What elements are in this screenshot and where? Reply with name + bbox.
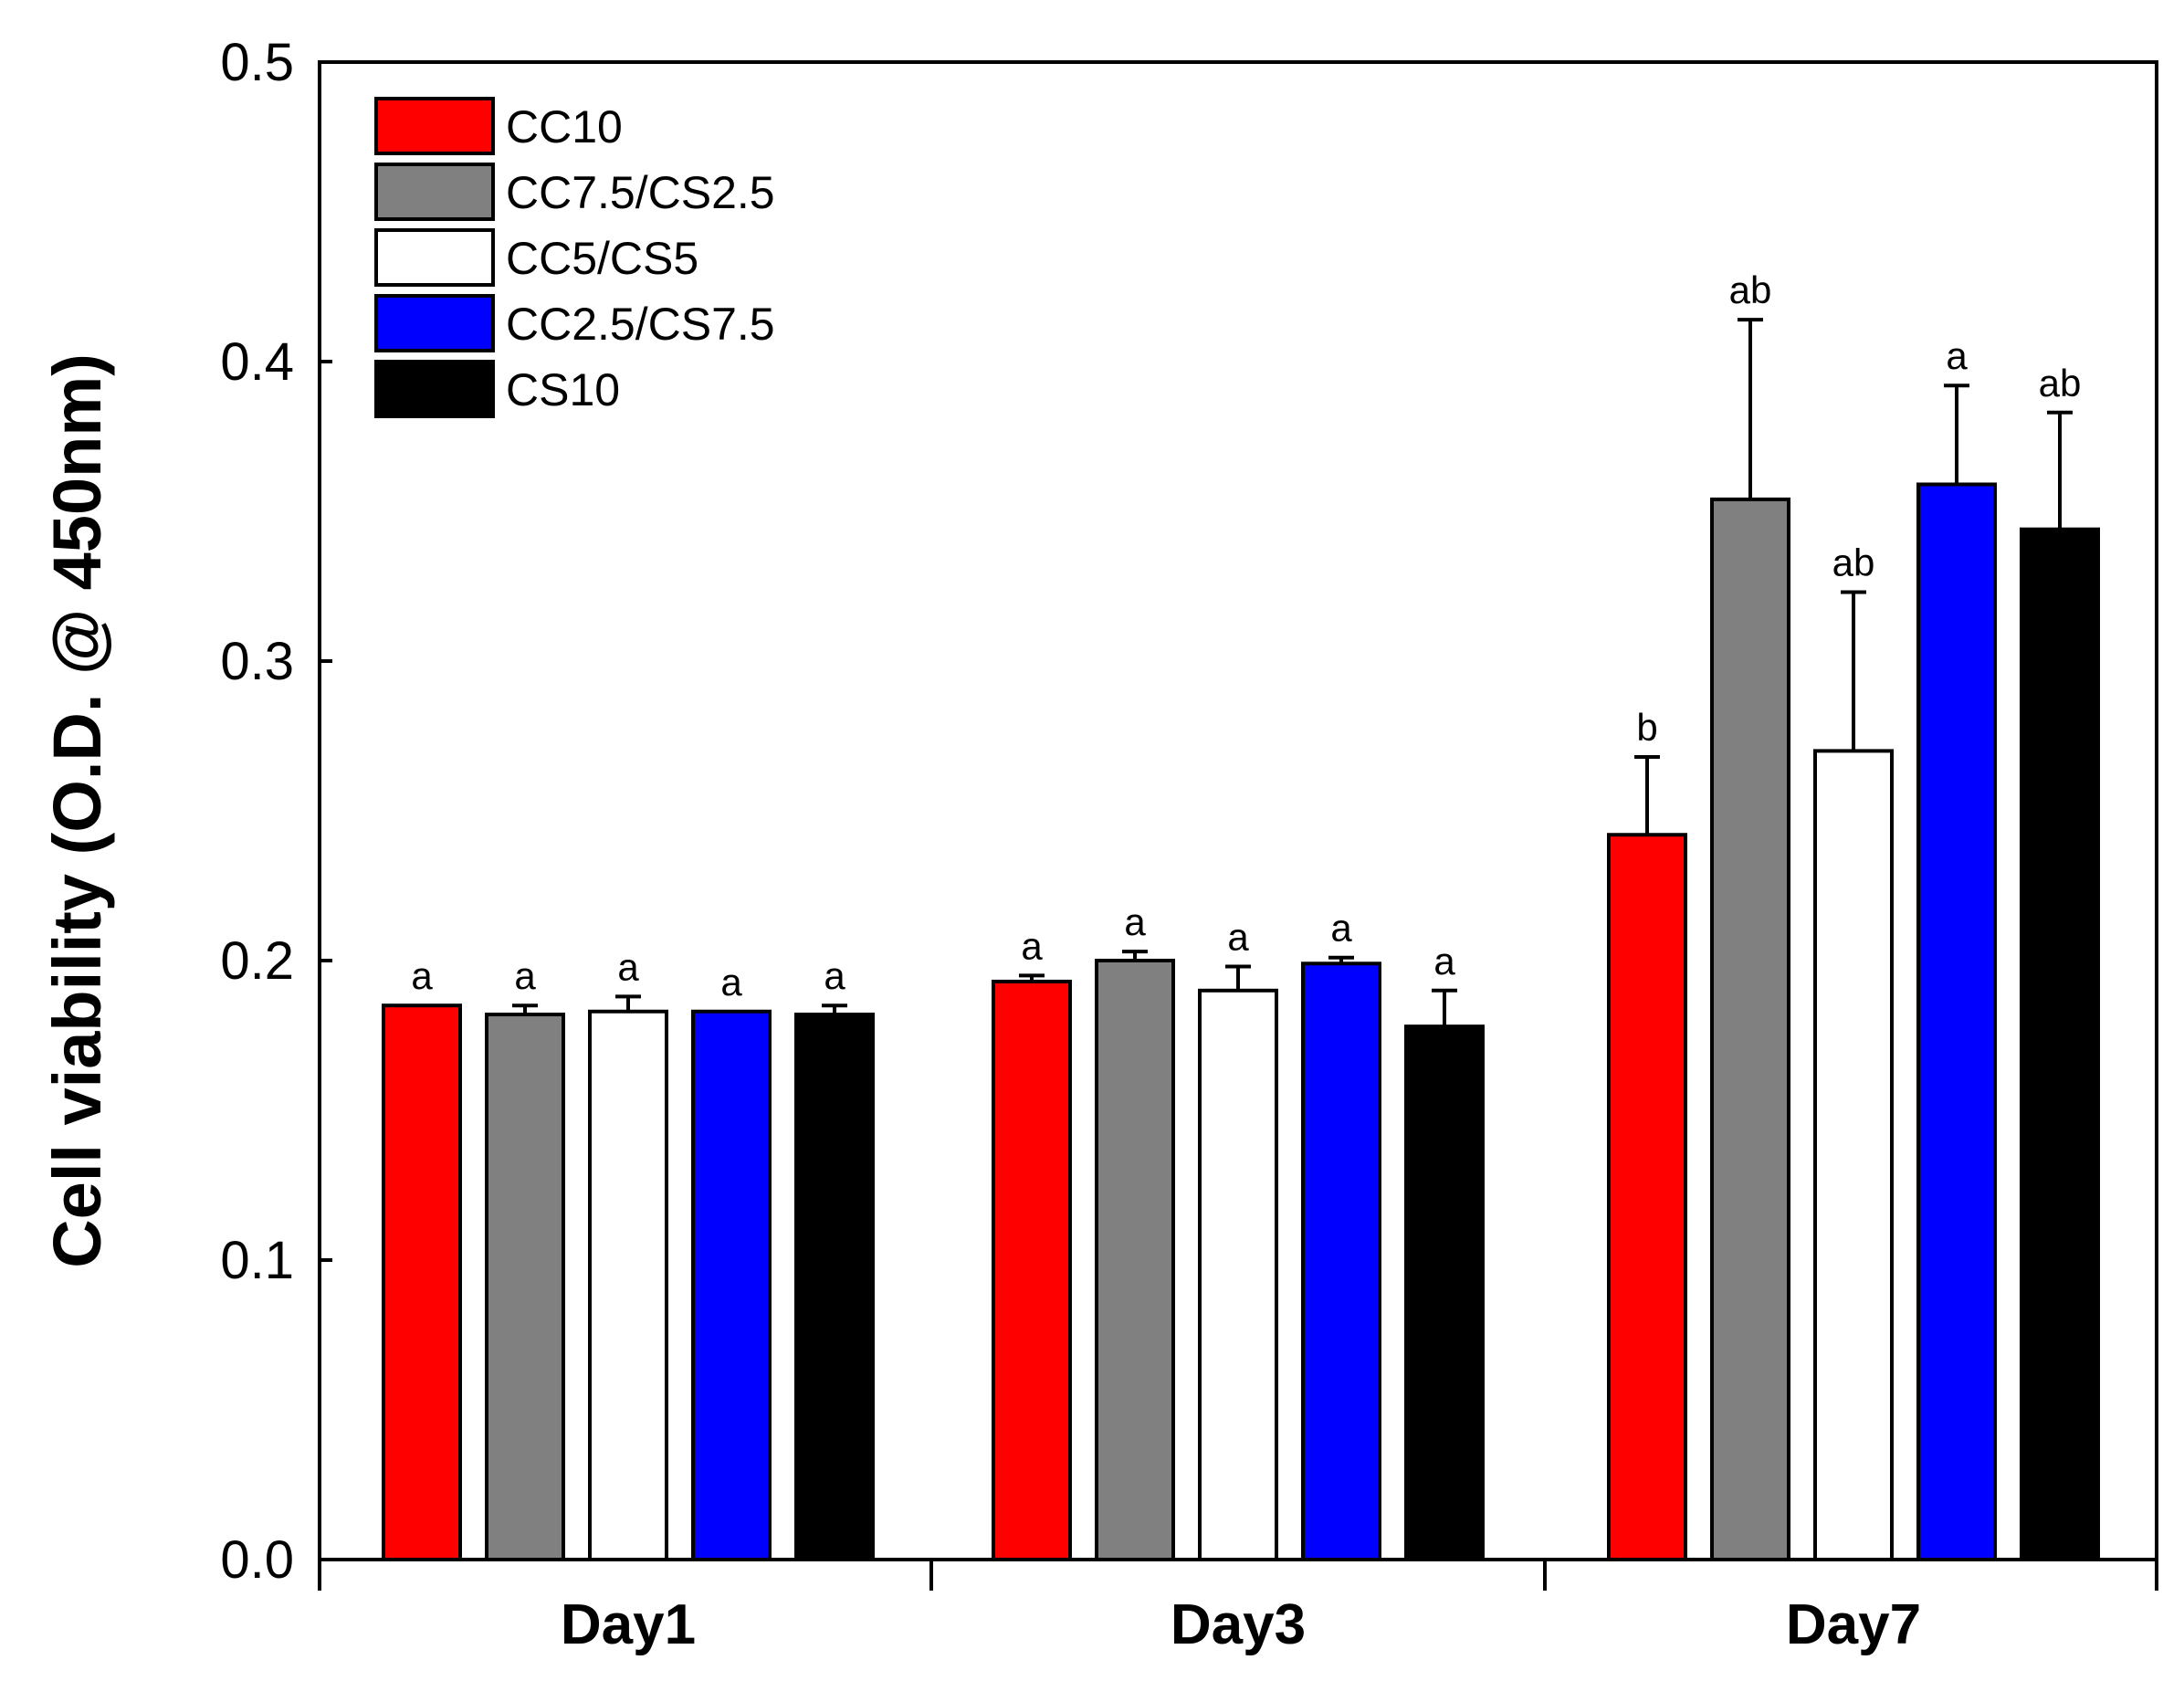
bar-day1-0 <box>382 1003 462 1561</box>
bar-day1-4 <box>794 1013 875 1562</box>
legend-swatch <box>374 294 495 352</box>
significance-label: ab <box>2039 362 2082 404</box>
y-tick-label: 0.2 <box>220 931 294 991</box>
legend-item: CC5/CS5 <box>374 228 698 287</box>
legend-swatch <box>374 97 495 155</box>
error-bar-day1-4 <box>822 1003 847 1015</box>
bars-group <box>382 482 2100 1562</box>
legend-item: CC2.5/CS7.5 <box>374 294 775 352</box>
legend-label: CC7.5/CS2.5 <box>506 167 775 218</box>
significance-label: a <box>617 945 639 988</box>
bar-day1-1 <box>485 1013 565 1562</box>
bar-day3-3 <box>1301 961 1381 1561</box>
legend: CC10 CC7.5/CS2.5 CC5/CS5 CC2.5/CS7.5 CS10 <box>374 97 775 418</box>
bar-day1-3 <box>691 1009 772 1561</box>
error-bar-day7-4 <box>2047 410 2073 530</box>
error-bar-day3-2 <box>1225 964 1251 991</box>
legend-label: CC10 <box>506 101 623 152</box>
axes-group: 0.0 0.1 0.2 0.3 0.4 0.5 Day1 Day3 Day7 Cell viabi… <box>39 33 2158 1656</box>
significance-label: a <box>1330 907 1352 950</box>
error-bar-day3-3 <box>1328 955 1354 964</box>
error-bar-day3-1 <box>1122 950 1148 961</box>
legend-swatch <box>374 360 495 418</box>
significance-label: a <box>514 954 536 997</box>
x-category-label: Day7 <box>1786 1593 1921 1656</box>
y-axis-title: Cell viability (O.D. @ 450nm) <box>39 353 115 1268</box>
error-bar-day7-2 <box>1841 590 1866 751</box>
legend-swatch <box>374 163 495 221</box>
x-category-label: Day3 <box>1171 1593 1306 1656</box>
error-bar-day1-1 <box>512 1003 538 1015</box>
legend-item: CS10 <box>374 360 620 418</box>
significance-label: a <box>1021 924 1043 967</box>
significance-label: a <box>1227 916 1249 959</box>
error-bar-day3-4 <box>1432 988 1457 1027</box>
bar-day7-0 <box>1607 833 1687 1561</box>
y-tick-label: 0.5 <box>220 33 294 92</box>
error-bar-day7-0 <box>1634 754 1660 835</box>
legend-label: CC2.5/CS7.5 <box>506 299 775 350</box>
bar-day7-1 <box>1710 497 1790 1561</box>
bar-day1-2 <box>588 1009 668 1561</box>
significance-label: ab <box>1729 268 1772 311</box>
bar-day7-4 <box>2020 527 2100 1561</box>
legend-label: CC5/CS5 <box>506 233 698 284</box>
bar-day7-3 <box>1916 482 1997 1561</box>
significance-label: a <box>824 954 845 997</box>
significance-label: b <box>1636 706 1657 749</box>
bar-day7-2 <box>1813 749 1894 1561</box>
significance-label: a <box>1124 900 1146 943</box>
x-category-label: Day1 <box>561 1593 696 1656</box>
significance-label: a <box>1946 334 1968 377</box>
legend-swatch <box>374 228 495 287</box>
error-bars-group <box>512 318 2073 1027</box>
error-bar-day7-1 <box>1738 318 1763 499</box>
y-tick-label: 0.3 <box>220 632 294 691</box>
y-tick-label: 0.4 <box>220 332 294 392</box>
legend-item: CC10 <box>374 97 623 155</box>
bar-day3-2 <box>1198 988 1278 1562</box>
significance-label: a <box>411 954 433 997</box>
error-bar-day7-3 <box>1944 383 1969 485</box>
legend-item: CC7.5/CS2.5 <box>374 163 775 221</box>
bar-day3-1 <box>1095 959 1175 1561</box>
y-tick-label: 0.0 <box>220 1530 294 1590</box>
significance-label: ab <box>1832 541 1875 584</box>
error-bar-day3-0 <box>1019 973 1045 982</box>
plot-frame <box>318 60 2158 1561</box>
bar-day3-4 <box>1404 1024 1485 1562</box>
bar-day3-0 <box>992 979 1072 1561</box>
significance-label: a <box>1433 940 1455 982</box>
legend-label: CS10 <box>506 364 620 415</box>
significance-label: a <box>720 961 742 1003</box>
y-tick-label: 0.1 <box>220 1231 294 1290</box>
error-bar-day1-2 <box>615 994 641 1012</box>
